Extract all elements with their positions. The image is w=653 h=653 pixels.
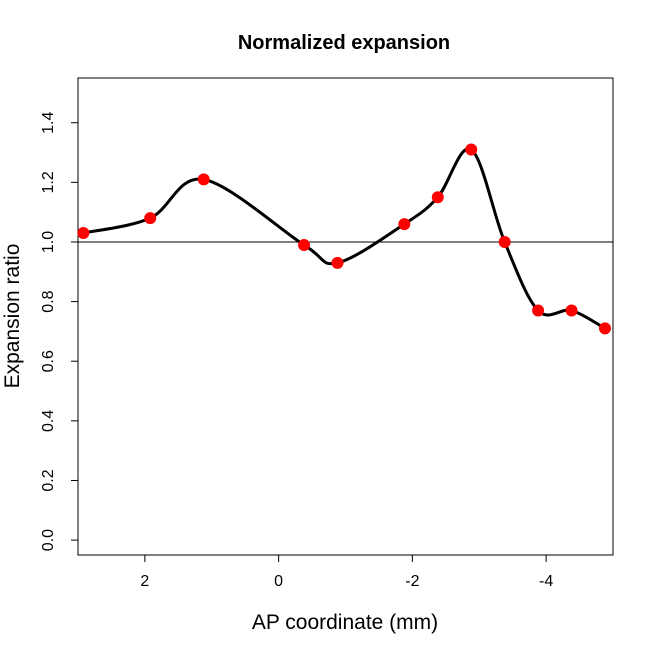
x-axis-label: AP coordinate (mm) — [252, 611, 438, 634]
data-point — [298, 238, 311, 251]
y-tick-label: 0.0 — [40, 529, 57, 551]
y-tick-label: 0.8 — [40, 290, 57, 312]
x-tick-label: 2 — [140, 573, 149, 590]
y-tick-label: 1.2 — [40, 171, 57, 193]
data-point — [498, 235, 511, 248]
y-tick-label: 1.0 — [40, 231, 57, 253]
data-point — [598, 322, 611, 335]
data-points — [77, 143, 611, 335]
y-tick-label: 0.6 — [40, 350, 57, 372]
chart-title: Normalized expansion — [238, 32, 450, 54]
y-tick-label: 0.4 — [40, 410, 57, 432]
smoothed-curve — [81, 147, 607, 330]
data-point — [144, 212, 157, 225]
y-tick-label: 0.2 — [40, 469, 57, 491]
x-ticks: 2 0 -2 -4 — [140, 555, 553, 590]
plot-frame — [77, 77, 614, 556]
data-point — [398, 218, 411, 231]
data-point — [77, 227, 90, 240]
data-point — [331, 256, 344, 269]
data-point — [532, 304, 545, 317]
y-tick-label: 1.4 — [40, 112, 57, 134]
y-axis-label: Expansion ratio — [1, 244, 24, 389]
data-point — [565, 304, 578, 317]
y-ticks: 0.0 0.2 0.4 0.6 0.8 1.0 1.2 1.4 — [40, 112, 78, 551]
data-point — [465, 143, 478, 156]
x-tick-label: 0 — [274, 573, 283, 590]
x-tick-label: -4 — [539, 573, 553, 590]
data-point — [197, 173, 210, 186]
data-point — [431, 191, 444, 204]
x-tick-label: -2 — [405, 573, 419, 590]
